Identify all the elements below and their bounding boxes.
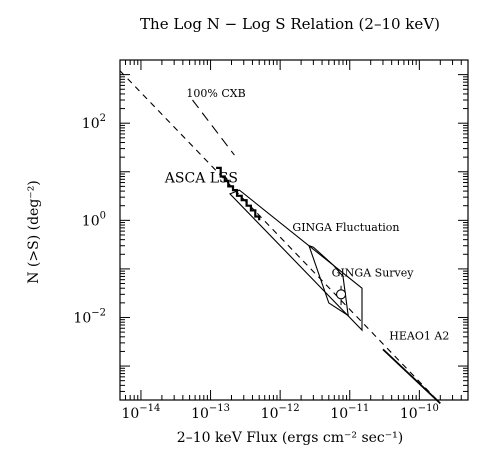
annotation-asca-lss: ASCA LSS (164, 171, 238, 187)
series-asca-lss (216, 166, 261, 221)
chart-title: The Log N − Log S Relation (2–10 keV) (140, 15, 440, 33)
y-axis-label: N (>S) (deg⁻²) (26, 180, 42, 284)
x-axis-label: 2–10 keV Flux (ergs cm⁻² sec⁻¹) (177, 430, 403, 446)
y-tick-label: 100 (82, 210, 106, 229)
ginga-survey-point (336, 289, 347, 300)
x-tick-label: 10−12 (261, 403, 300, 422)
y-tick-labels: 102 100 10−2 (73, 113, 106, 326)
y-tick-label: 102 (82, 113, 106, 132)
x-tick-label: 10−14 (121, 403, 160, 422)
x-tick-label: 10−11 (330, 403, 369, 422)
x-tick-label: 10−10 (400, 403, 439, 422)
annotation-ginga-fluctuation: GINGA Fluctuation (292, 221, 399, 234)
annotation-ginga-survey: GINGA Survey (332, 266, 415, 279)
annotation-100-cxb: 100% CXB (186, 87, 245, 100)
region-ginga-survey (308, 244, 349, 317)
y-tick-label: 10−2 (73, 307, 106, 326)
point-markers (336, 285, 347, 306)
x-tick-labels: 10−14 10−13 10−12 10−11 10−10 (121, 403, 438, 422)
annotations: 100% CXB ASCA LSS GINGA Fluctuation GINGA S… (164, 87, 450, 343)
series-extrapolation (119, 70, 441, 404)
plot-frame (119, 59, 469, 401)
data-series (119, 70, 441, 405)
series-100-cxb (192, 99, 235, 156)
axis-ticks (119, 59, 469, 401)
annotation-heao1-a2: HEAO1 A2 (389, 330, 449, 343)
x-tick-label: 10−13 (191, 403, 230, 422)
series-heao1-a2 (382, 348, 441, 405)
